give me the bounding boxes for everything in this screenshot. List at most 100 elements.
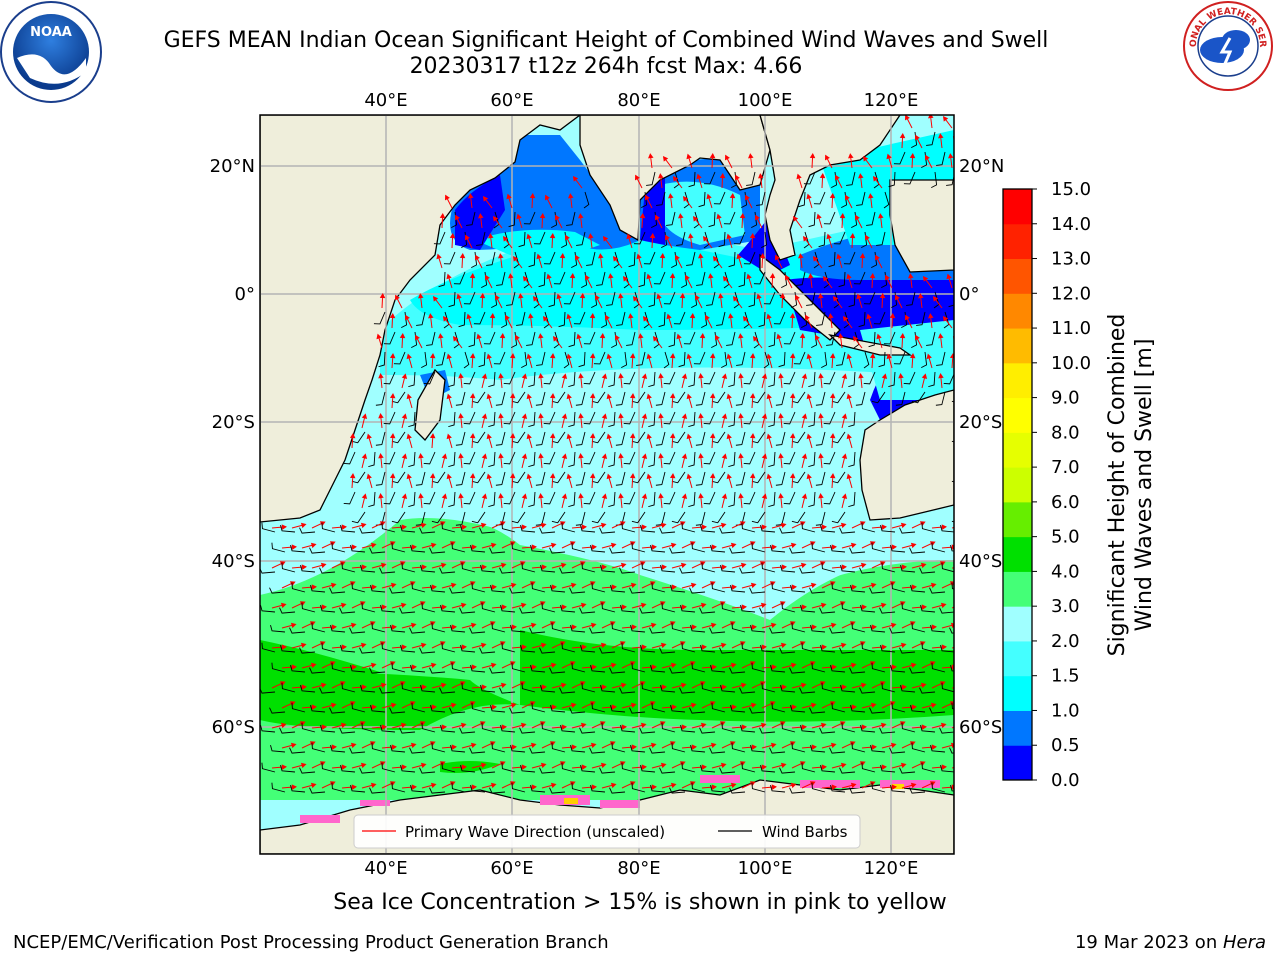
wave-direction-arrow	[538, 453, 544, 469]
wind-barb	[599, 527, 616, 534]
wave-direction-arrow	[481, 704, 497, 710]
wind-barb	[869, 587, 886, 594]
wave-direction-arrow	[389, 472, 396, 489]
wind-barb	[711, 702, 726, 713]
wind-barb	[331, 782, 346, 793]
wave-direction-arrow	[571, 561, 586, 569]
wind-barb	[779, 527, 796, 534]
wind-barb	[600, 684, 616, 693]
wave-direction-arrow	[691, 524, 707, 530]
wind-barb	[360, 564, 376, 573]
wind-barb	[936, 151, 946, 166]
wave-direction-arrow	[962, 454, 966, 468]
wave-direction-arrow	[566, 393, 573, 409]
wave-direction-arrow	[401, 453, 408, 469]
wind-barb	[568, 451, 576, 468]
wave-direction-arrow	[629, 472, 636, 489]
wind-barb	[891, 582, 906, 593]
wave-direction-arrow	[646, 353, 653, 369]
wave-direction-arrow	[672, 175, 683, 189]
wave-direction-arrow	[661, 704, 677, 710]
wind-barb	[939, 727, 954, 734]
wave-direction-arrow	[649, 232, 656, 249]
wave-direction-arrow	[681, 541, 696, 549]
wave-direction-arrow	[825, 154, 833, 169]
wave-direction-arrow	[559, 252, 566, 269]
wave-direction-arrow	[486, 353, 493, 369]
wave-direction-arrow	[675, 254, 683, 269]
wave-direction-arrow	[551, 761, 566, 769]
wave-direction-arrow	[749, 352, 756, 369]
wave-direction-arrow	[391, 602, 407, 609]
wave-direction-arrow	[891, 684, 907, 690]
wind-barb	[279, 607, 296, 614]
wave-direction-arrow	[349, 472, 356, 489]
wind-barb	[538, 271, 546, 288]
wind-barb	[440, 604, 456, 613]
wind-barb	[815, 471, 826, 486]
wave-direction-arrow	[811, 764, 827, 770]
wave-direction-arrow	[578, 453, 584, 469]
wind-barb	[888, 171, 896, 188]
wind-barb	[648, 411, 656, 428]
wind-barb	[751, 662, 766, 673]
wind-barb	[689, 707, 706, 714]
wave-direction-arrow	[766, 353, 773, 369]
wave-direction-arrow	[418, 453, 424, 469]
wave-direction-arrow	[441, 781, 456, 789]
wave-direction-arrow	[795, 294, 803, 309]
wave-direction-arrow	[471, 684, 487, 690]
wind-barb	[478, 351, 486, 368]
wave-direction-arrow	[901, 662, 917, 669]
wind-barb	[271, 662, 286, 673]
wind-barb	[479, 767, 496, 774]
wind-barb	[761, 682, 776, 693]
wave-direction-arrow	[641, 544, 657, 550]
wave-direction-arrow	[421, 621, 436, 629]
wind-barb	[649, 747, 666, 754]
wave-direction-arrow	[578, 373, 584, 389]
wind-barb	[919, 687, 936, 694]
wave-direction-arrow	[686, 433, 693, 449]
wind-barb	[631, 471, 646, 484]
wave-direction-arrow	[701, 784, 717, 790]
wind-barb	[881, 562, 896, 573]
wind-barb	[330, 624, 346, 633]
wind-barb	[836, 351, 846, 366]
wave-direction-arrow	[841, 542, 857, 549]
wave-direction-arrow	[469, 392, 476, 409]
wind-barb	[839, 767, 856, 774]
lat-label: 40°S	[212, 551, 255, 572]
wave-direction-arrow	[861, 582, 877, 589]
wind-barb	[711, 582, 726, 593]
wave-direction-arrow	[921, 373, 928, 389]
wave-direction-arrow	[812, 255, 823, 269]
band-4to5m-core	[260, 630, 954, 730]
wind-barb	[511, 662, 526, 673]
wave-direction-arrow	[561, 744, 577, 750]
wind-barb	[860, 724, 876, 733]
wind-barb	[503, 411, 516, 425]
wind-barb	[818, 231, 826, 248]
wave-direction-arrow	[541, 782, 557, 789]
wave-direction-arrow	[611, 682, 627, 689]
wind-barb	[681, 762, 696, 773]
wind-barb	[608, 411, 616, 428]
wave-direction-arrow	[449, 232, 456, 249]
lat-label: 20°S	[212, 412, 255, 433]
wind-barb	[659, 767, 676, 774]
wind-barb	[779, 647, 796, 654]
wave-direction-arrow	[841, 373, 848, 389]
wind-barb	[311, 622, 326, 633]
wave-direction-arrow	[631, 764, 647, 770]
wave-direction-arrow	[401, 784, 417, 790]
wind-barb	[350, 784, 366, 793]
wave-direction-arrow	[371, 724, 387, 730]
wave-direction-arrow	[738, 493, 744, 509]
wave-direction-arrow	[679, 292, 686, 309]
wind-barb	[528, 251, 536, 268]
wind-barb	[706, 291, 716, 306]
lon-label: 40°E	[364, 90, 407, 111]
wind-barb	[761, 231, 768, 249]
wind-barb	[559, 567, 576, 574]
